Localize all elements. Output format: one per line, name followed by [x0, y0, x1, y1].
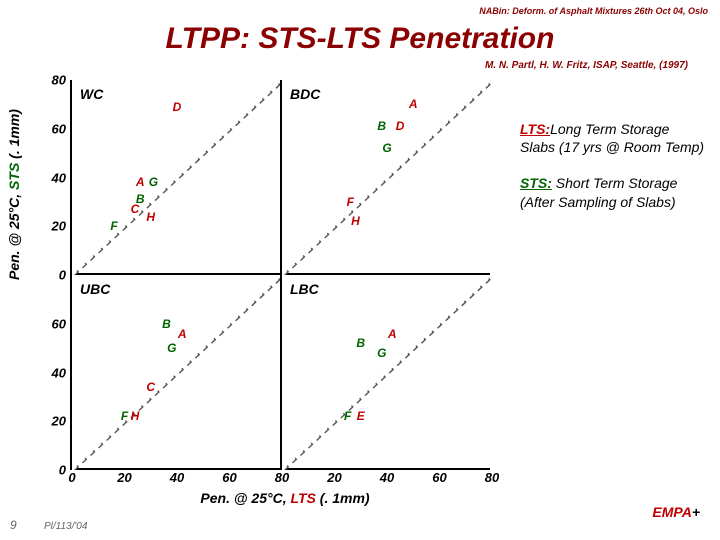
data-point: C — [146, 380, 155, 394]
x-tick: 20 — [327, 468, 341, 485]
data-point: A — [409, 97, 418, 111]
citation: M. N. Partl, H. W. Fritz, ISAP, Seattle,… — [485, 60, 688, 71]
x-tick: 0 — [68, 468, 75, 485]
data-point: C — [131, 202, 140, 216]
panel-label: UBC — [80, 281, 110, 297]
x-axis-label: Pen. @ 25°C, LTS (. 1mm) — [70, 490, 500, 506]
data-point: G — [377, 346, 386, 360]
y-tick: 20 — [52, 219, 72, 234]
data-point: A — [388, 327, 397, 341]
data-point: D — [396, 119, 405, 133]
x-tick: 60 — [432, 468, 446, 485]
chart-area: WC020406080DAGBCHFBDCABDGFHUBC0204060020… — [70, 80, 500, 480]
diagonal-line — [282, 275, 492, 470]
data-point: F — [110, 219, 117, 233]
xlabel-pre: Pen. @ 25°C, — [200, 490, 290, 506]
y-tick: 60 — [52, 121, 72, 136]
x-tick: 80 — [275, 468, 289, 485]
y-tick: 60 — [52, 316, 72, 331]
data-point: H — [351, 214, 360, 228]
slide: NABin: Deform. of Asphalt Mixtures 26th … — [0, 0, 720, 540]
x-tick: 60 — [222, 468, 236, 485]
panel-ubc: UBC0204060020406080BAGCHF — [70, 275, 280, 470]
data-point: G — [167, 341, 176, 355]
ylabel-sts: STS — [6, 163, 22, 190]
x-tick: 40 — [170, 468, 184, 485]
data-point: F — [121, 409, 128, 423]
data-point: D — [173, 100, 182, 114]
data-point: A — [136, 175, 145, 189]
slide-number: 9 — [10, 518, 17, 532]
y-axis-label: Pen. @ 25°C, STS (. 1mm) — [6, 109, 22, 280]
ylabel-post: (. 1mm) — [6, 109, 22, 163]
panel-wc: WC020406080DAGBCHF — [70, 80, 280, 275]
panel-label: LBC — [290, 281, 319, 297]
data-point: B — [356, 336, 365, 350]
data-point: G — [382, 141, 391, 155]
ylabel-pre: Pen. @ 25°C, — [6, 190, 22, 280]
panel-lbc: LBC20406080ABGFE — [280, 275, 490, 470]
data-point: F — [344, 409, 351, 423]
data-point: H — [146, 210, 155, 224]
data-point: B — [162, 317, 171, 331]
slide-title: LTPP: STS-LTS Penetration — [0, 22, 720, 56]
xlabel-post: (. 1mm) — [316, 490, 370, 506]
y-tick: 40 — [52, 170, 72, 185]
data-point: F — [347, 195, 354, 209]
legend: LTS:Long Term Storage Slabs (17 yrs @ Ro… — [520, 120, 708, 229]
data-point: G — [149, 175, 158, 189]
legend-sts: STS: Short Term Storage (After Sampling … — [520, 174, 708, 210]
data-point: H — [131, 409, 140, 423]
legend-lts: LTS:Long Term Storage Slabs (17 yrs @ Ro… — [520, 120, 708, 156]
legend-sts-title: STS: — [520, 175, 552, 191]
footer-ref: Pl/113/'04 — [44, 521, 87, 532]
logo-text: EMPA — [652, 504, 691, 520]
x-tick: 80 — [485, 468, 499, 485]
data-point: B — [377, 119, 386, 133]
panel-bdc: BDC A BDG FH — [280, 80, 490, 275]
diagonal-line — [282, 80, 492, 275]
panel-label: BDC — [290, 86, 320, 102]
xlabel-lts: LTS — [290, 490, 315, 506]
diagonal-line — [72, 275, 282, 470]
y-tick: 20 — [52, 414, 72, 429]
panel-label: WC — [80, 86, 103, 102]
x-tick: 40 — [380, 468, 394, 485]
x-tick: 20 — [117, 468, 131, 485]
empa-logo: EMPA+ — [652, 504, 700, 520]
data-point: A — [178, 327, 187, 341]
data-point: E — [357, 409, 365, 423]
y-tick: 40 — [52, 365, 72, 380]
header-note: NABin: Deform. of Asphalt Mixtures 26th … — [479, 6, 708, 16]
legend-lts-title: LTS: — [520, 121, 550, 137]
logo-plus-icon: + — [692, 504, 700, 520]
y-tick: 80 — [52, 73, 72, 88]
